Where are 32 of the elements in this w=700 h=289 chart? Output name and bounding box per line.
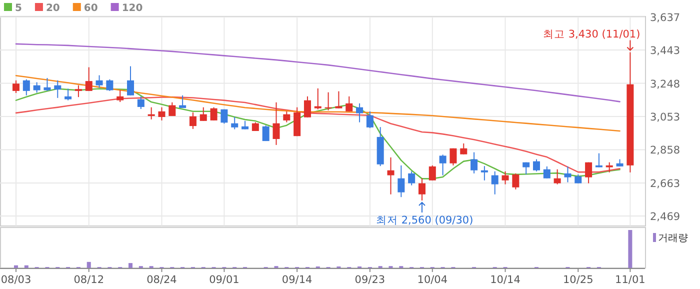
- x-tick-label: 10/14: [490, 274, 521, 286]
- x-tick-label: 09/14: [282, 274, 313, 286]
- x-tick-label: 08/12: [74, 274, 104, 286]
- y-tick-label: 3,443: [650, 45, 680, 58]
- x-tick-label: 09/23: [354, 274, 386, 286]
- bar: [128, 263, 133, 268]
- y-tick-label: 3,637: [650, 12, 680, 24]
- legend-label: 20: [46, 3, 60, 14]
- y-tick-label: 3,248: [650, 78, 680, 90]
- annotation: 최저 2,560 (09/30): [376, 202, 474, 226]
- x-tick-label: 11/01: [615, 274, 646, 286]
- x-tick-label: 10/04: [417, 274, 448, 286]
- bar: [24, 265, 28, 268]
- y-tick-label: 2,469: [650, 211, 680, 223]
- x-tick-label: 09/01: [209, 274, 240, 286]
- annotation: 최고 3,430 (11/01): [543, 28, 640, 40]
- legend-label: 5: [15, 3, 22, 14]
- legend-label: 60: [84, 3, 98, 14]
- y-tick-label: 3,053: [650, 112, 680, 124]
- bar: [14, 265, 18, 268]
- x-tick-label: 10/25: [563, 274, 594, 286]
- x-tick-label: 08/03: [0, 274, 32, 286]
- bar: [628, 230, 632, 268]
- y-tick-label: 2,663: [650, 178, 680, 190]
- line-series: [15, 74, 620, 132]
- bar: [86, 262, 91, 268]
- x-tick-label: 08/24: [146, 274, 178, 286]
- annotation: 최저 2,560 (09/30): [376, 214, 474, 226]
- y-tick-label: 2,858: [650, 144, 680, 157]
- legend-label: 120: [122, 3, 143, 14]
- annotation: 최고 3,430 (11/01): [543, 28, 640, 51]
- line-series: [15, 43, 620, 102]
